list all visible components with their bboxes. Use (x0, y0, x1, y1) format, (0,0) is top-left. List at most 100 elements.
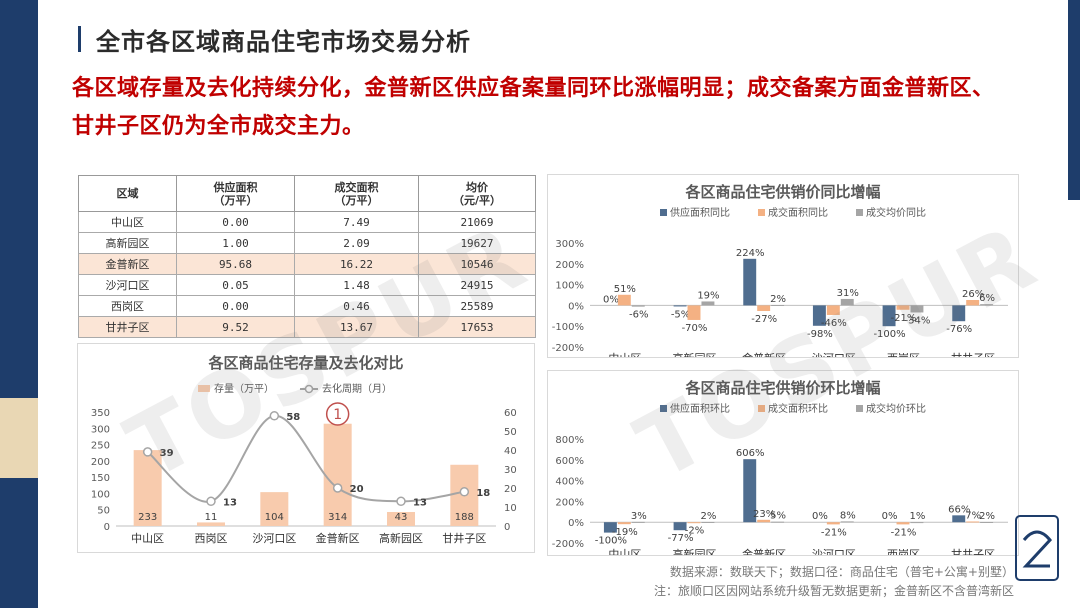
y-tick-label: -200% (552, 343, 584, 354)
y-tick-label: 350 (91, 408, 110, 419)
cell-region: 沙河口区 (78, 274, 177, 296)
legend-swatch (660, 405, 667, 412)
cell-price: 17653 (418, 316, 536, 338)
cell-supply: 95.68 (176, 253, 295, 275)
data-label: -77% (668, 533, 694, 544)
bar (603, 522, 617, 533)
bar (757, 305, 771, 312)
cell-deal: 16.22 (294, 253, 419, 275)
bar (757, 519, 771, 523)
legend-label: 成交面积同比 (768, 206, 828, 219)
chart-title: 各区商品住宅存量及去化对比 (207, 354, 403, 372)
line-point (206, 496, 216, 507)
category-label: 金普新区 (742, 547, 786, 555)
bar (966, 521, 980, 523)
line-data-label: 58 (286, 412, 300, 423)
data-label: 2% (700, 511, 716, 522)
y2-tick-label: 10 (504, 503, 517, 514)
category-label: 中山区 (131, 532, 164, 545)
cell-supply: 0.05 (176, 274, 295, 296)
cell-region: 西岗区 (78, 295, 177, 317)
bar (896, 305, 910, 310)
footer-source: 数据来源：数联天下；数据口径：商品住宅（普宅+公寓+别墅） (669, 565, 1014, 579)
data-label: -46% (821, 318, 847, 329)
bar (882, 305, 896, 327)
turnover-line (147, 414, 465, 503)
bar (743, 258, 757, 306)
cell-supply: 0.00 (176, 211, 295, 233)
line-data-label: 13 (223, 497, 237, 508)
cell-region: 甘井子区 (78, 316, 177, 338)
cell-supply: 1.00 (176, 232, 295, 254)
y-tick-label: 100% (555, 281, 584, 292)
legend-swatch (856, 405, 863, 412)
legend-swatch (758, 405, 765, 412)
legend-marker (304, 384, 314, 394)
line-point (269, 411, 280, 421)
y-tick-label: 200% (555, 260, 584, 271)
line-data-label: 13 (413, 497, 427, 508)
left-accent-block (0, 398, 38, 478)
cell-deal: 7.49 (294, 211, 419, 233)
data-label: 0% (603, 294, 619, 305)
y-tick-label: 0% (568, 518, 584, 529)
data-label: 224% (736, 248, 765, 259)
bar (840, 521, 854, 523)
cell-deal: 0.46 (294, 295, 419, 317)
bar (952, 305, 966, 322)
data-label: 0% (882, 511, 898, 522)
legend-label: 成交均价同比 (866, 206, 926, 219)
bar (701, 301, 715, 306)
y-tick-label: 300 (91, 424, 110, 435)
data-label: -100% (595, 536, 627, 547)
category-label: 西岗区 (887, 548, 920, 555)
line-point (459, 487, 470, 497)
category-label: 甘井子区 (951, 351, 995, 357)
y-tick-label: 50 (97, 506, 110, 517)
bar (673, 305, 687, 307)
bar (910, 305, 924, 313)
y2-tick-label: 40 (504, 446, 517, 457)
data-label: 7% (965, 510, 981, 521)
table-row: 高新园区 1.00 2.09 19627 (78, 232, 536, 254)
category-label: 西岗区 (195, 532, 228, 545)
y2-tick-label: 0 (504, 522, 510, 533)
data-label: 31% (837, 288, 859, 299)
bar (701, 521, 715, 523)
data-label: 0% (812, 511, 828, 522)
chart-title: 各区商品住宅供销价同比增幅 (684, 183, 880, 201)
data-label: 3% (631, 511, 647, 522)
y-tick-label: 100 (91, 489, 110, 500)
chart-title: 各区商品住宅供销价环比增幅 (684, 379, 880, 397)
cell-region: 金普新区 (78, 253, 177, 275)
bar (673, 522, 687, 531)
data-label: 66% (948, 504, 970, 515)
bar (771, 521, 785, 523)
data-label: 11 (205, 512, 218, 523)
category-label: 中山区 (608, 548, 641, 555)
bar (966, 299, 980, 306)
header-supply: 供应面积 （万平） (176, 175, 295, 212)
y-tick-label: 0 (104, 522, 110, 533)
bar (687, 522, 701, 524)
line-point (142, 447, 153, 457)
cell-price: 21069 (418, 211, 536, 233)
bar (826, 522, 840, 525)
data-label: -6% (629, 310, 648, 321)
y-tick-label: -200% (552, 539, 584, 550)
bar (631, 305, 645, 307)
annotation-marker (325, 402, 350, 426)
data-label: -76% (946, 324, 972, 335)
line-data-label: 39 (160, 448, 174, 459)
category-label: 中山区 (608, 352, 641, 357)
page-title: 全市各区域商品住宅市场交易分析 (96, 28, 471, 56)
legend-label: 成交均价环比 (866, 402, 926, 415)
header-price: 均价 （元/平） (418, 175, 536, 212)
category-label: 沙河口区 (812, 548, 856, 555)
annotation-label: 1 (333, 407, 342, 423)
table-row: 西岗区 0.00 0.46 25589 (78, 295, 536, 317)
bar (387, 511, 415, 526)
